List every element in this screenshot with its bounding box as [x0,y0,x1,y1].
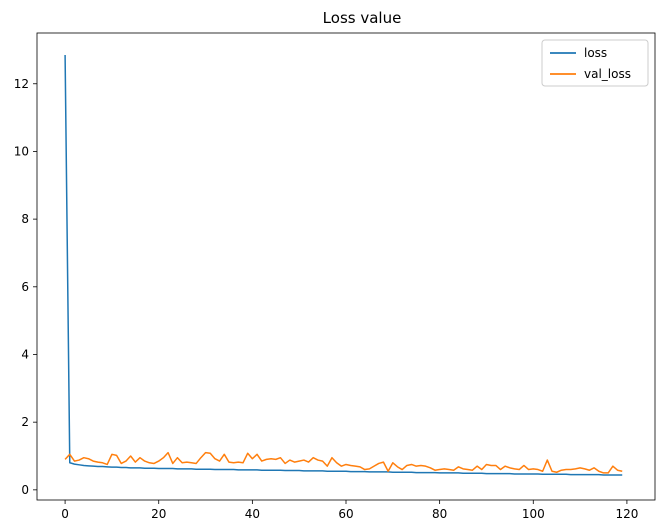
y-tick-label: 4 [21,347,29,361]
x-tick-label: 120 [615,507,638,521]
plot-frame [36,32,656,501]
y-axis-ticks: 0 2 4 6 8 10 12 [14,77,37,497]
legend-label: val_loss [584,67,631,81]
y-tick-label: 12 [14,77,29,91]
series-line-loss [64,54,623,476]
legend-label: loss [584,46,607,60]
x-tick-label: 60 [338,507,353,521]
x-tick-label: 40 [245,507,260,521]
legend: loss val_loss [541,39,649,87]
x-tick-label: 80 [432,507,447,521]
y-tick-label: 6 [21,280,29,294]
plot-area [37,33,655,500]
chart-title: Loss value [323,9,402,27]
x-tick-label: 20 [151,507,166,521]
series-lines [64,54,623,476]
y-tick-label: 2 [21,415,29,429]
y-tick-label: 8 [21,212,29,226]
x-tick-label: 100 [522,507,545,521]
x-tick-label: 0 [61,507,69,521]
y-tick-label: 10 [14,144,29,158]
x-axis-ticks: 0 20 40 60 80 100 120 [61,500,638,521]
y-tick-label: 0 [21,483,29,497]
series-line-val-loss [64,451,623,474]
